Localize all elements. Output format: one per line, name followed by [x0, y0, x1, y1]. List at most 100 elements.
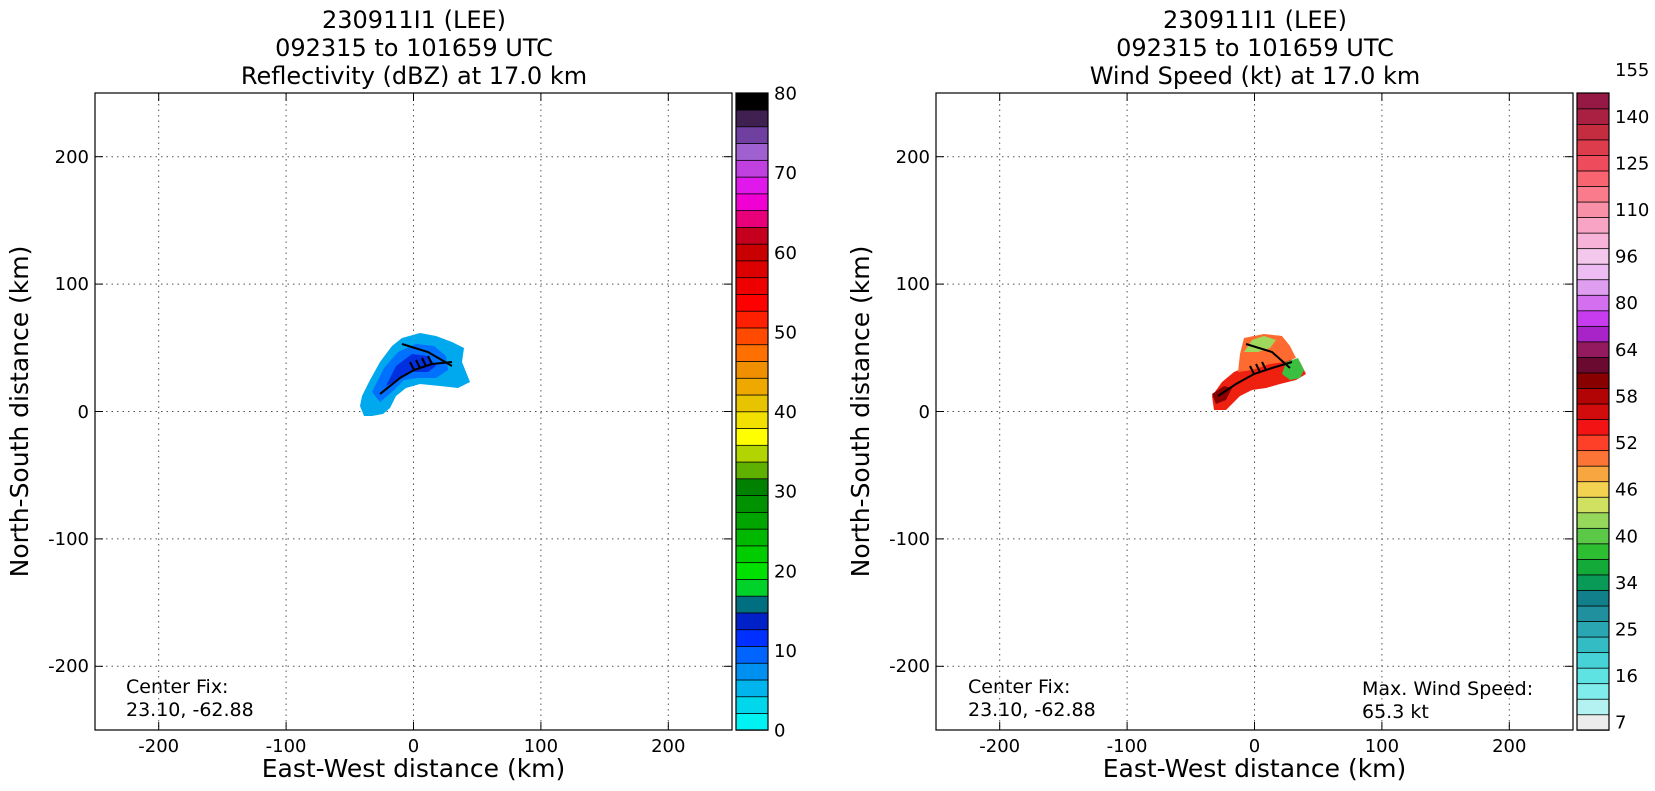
right-title-line-3: Wind Speed (kt) at 17.0 km: [1090, 62, 1421, 90]
right-colorbar-tick-label: 110: [1615, 200, 1649, 221]
left-colorbar-bin: [735, 478, 769, 497]
left-colorbar-bin: [735, 578, 769, 597]
right-colorbar-tick-label: 58: [1615, 386, 1638, 407]
right-colorbar-tick-label: 140: [1615, 107, 1649, 128]
right-ytick-label: 0: [919, 402, 930, 423]
left-colorbar-tick-label: 50: [774, 322, 797, 343]
right-colorbar-bin: [1576, 341, 1610, 358]
right-colorbar-bin: [1576, 279, 1610, 296]
right-colorbar-bin: [1576, 403, 1610, 420]
left-xtick-label: 0: [408, 736, 419, 757]
right-colorbar-bin: [1576, 651, 1610, 669]
left-colorbar-bin: [735, 511, 769, 530]
right-flight-leg-2: [1245, 343, 1291, 369]
right-colorbar-bin: [1576, 698, 1610, 716]
left-x-axis-label: East-West distance (km): [262, 754, 566, 783]
right-ytick-label: 200: [896, 147, 930, 168]
left-ytick-label: -100: [48, 529, 89, 550]
left-colorbar-tick-label: 20: [774, 561, 797, 582]
left-colorbar-bin: [735, 561, 769, 580]
left-colorbar-bin: [735, 159, 769, 178]
left-colorbar-bin: [735, 327, 769, 346]
left-colorbar-tick-label: 70: [774, 163, 797, 184]
right-plot-area: [936, 93, 1573, 730]
right-colorbar-tick-label: 96: [1615, 247, 1638, 268]
left-colorbar-bin: [735, 276, 769, 295]
left-title-line-3: Reflectivity (dBZ) at 17.0 km: [241, 62, 587, 90]
left-colorbar-bin: [735, 645, 769, 664]
left-xtick-label: 200: [651, 736, 685, 757]
right-colorbar-bin: [1576, 170, 1610, 187]
right-colorbar-bin: [1576, 92, 1610, 110]
right-colorbar-bin: [1576, 481, 1610, 498]
right-colorbar-labels: 7 16 25 34 40 46 52 58 64 80 96 110 125 140 155: [1615, 60, 1649, 734]
right-colorbar-bin: [1576, 512, 1610, 529]
left-ytick-label: -200: [48, 656, 89, 677]
right-colorbar-bin: [1576, 714, 1610, 731]
left-colorbar-bin: [735, 377, 769, 396]
right-xtick-label: -100: [1107, 736, 1148, 757]
right-colorbar-bin: [1576, 434, 1610, 452]
right-y-tick-labels: 200 100 0 -100 -200: [889, 147, 930, 677]
left-xtick-label: 100: [524, 736, 558, 757]
left-colorbar-bin: [735, 679, 769, 698]
right-colorbar-bin: [1576, 636, 1610, 654]
right-colorbar-bin: [1576, 185, 1610, 203]
left-center-fix-value: 23.10, -62.88: [126, 699, 254, 721]
right-colorbar-tick-label: 7: [1615, 713, 1626, 734]
right-ytick-label: -200: [889, 656, 930, 677]
left-colorbar-bin: [735, 209, 769, 228]
right-flight-barbs: [1249, 361, 1267, 375]
left-x-tick-labels: -200 -100 0 100 200: [138, 736, 685, 757]
right-max-wind-label: Max. Wind Speed:: [1362, 678, 1533, 700]
left-colorbar-labels: 0 10 20 30 40 50 60 70 80: [774, 84, 797, 742]
right-colorbar-bin: [1576, 356, 1610, 374]
right-xtick-label: 0: [1249, 736, 1260, 757]
right-ticks: [936, 93, 1573, 730]
left-xtick-label: -100: [266, 736, 307, 757]
left-flight-barbs: [409, 355, 433, 371]
right-colorbar-tick-label: 25: [1615, 620, 1638, 641]
right-colorbar-bin: [1576, 294, 1610, 312]
left-colorbar-tick-label: 80: [774, 84, 797, 105]
left-colorbar-bin: [735, 461, 769, 480]
right-colorbar-bin: [1576, 108, 1610, 125]
left-colorbar-tick-label: 40: [774, 402, 797, 423]
left-title-line-1: 230911I1 (LEE): [322, 6, 506, 34]
right-colorbar-frame: [1576, 92, 1610, 731]
wind-speed-panel: 230911I1 (LEE) 092315 to 101659 UTC Wind…: [846, 6, 1649, 783]
left-colorbar-bin: [735, 662, 769, 681]
right-title-line-1: 230911I1 (LEE): [1163, 6, 1347, 34]
right-colorbar-tick-label: 155: [1615, 60, 1649, 81]
right-colorbar: [1576, 92, 1610, 731]
left-colorbar-bin: [735, 142, 769, 161]
right-colorbar-tick-label: 64: [1615, 340, 1638, 361]
right-xtick-label: 200: [1492, 736, 1526, 757]
right-x-axis-label: East-West distance (km): [1103, 754, 1407, 783]
left-colorbar-bin: [735, 528, 769, 547]
left-colorbar-bin: [735, 260, 769, 279]
left-flight-leg-2: [401, 343, 453, 367]
left-colorbar-tick-label: 10: [774, 641, 797, 662]
left-colorbar-bin: [735, 394, 769, 413]
left-flight-track: [379, 343, 453, 395]
right-colorbar-bin: [1576, 310, 1610, 327]
left-colorbar-bin: [735, 696, 769, 714]
right-colorbar-bin: [1576, 232, 1610, 250]
left-colorbar-bin: [735, 545, 769, 564]
right-y-axis-label: North-South distance (km): [846, 246, 875, 578]
right-colorbar-bin: [1576, 496, 1610, 514]
left-colorbar-bin: [735, 595, 769, 614]
left-colorbar-tick-label: 30: [774, 482, 797, 503]
right-colorbar-bin: [1576, 589, 1610, 607]
left-colorbar-bin: [735, 310, 769, 329]
left-colorbar-bin: [735, 612, 769, 631]
right-title-line-2: 092315 to 101659 UTC: [1116, 34, 1394, 62]
right-colorbar-bin: [1576, 527, 1610, 545]
right-colorbar-tick-label: 125: [1615, 153, 1649, 174]
left-colorbar-bin: [735, 226, 769, 245]
right-colorbar-bin: [1576, 418, 1610, 436]
right-colorbar-tick-label: 16: [1615, 666, 1638, 687]
right-colorbar-bin: [1576, 123, 1610, 141]
